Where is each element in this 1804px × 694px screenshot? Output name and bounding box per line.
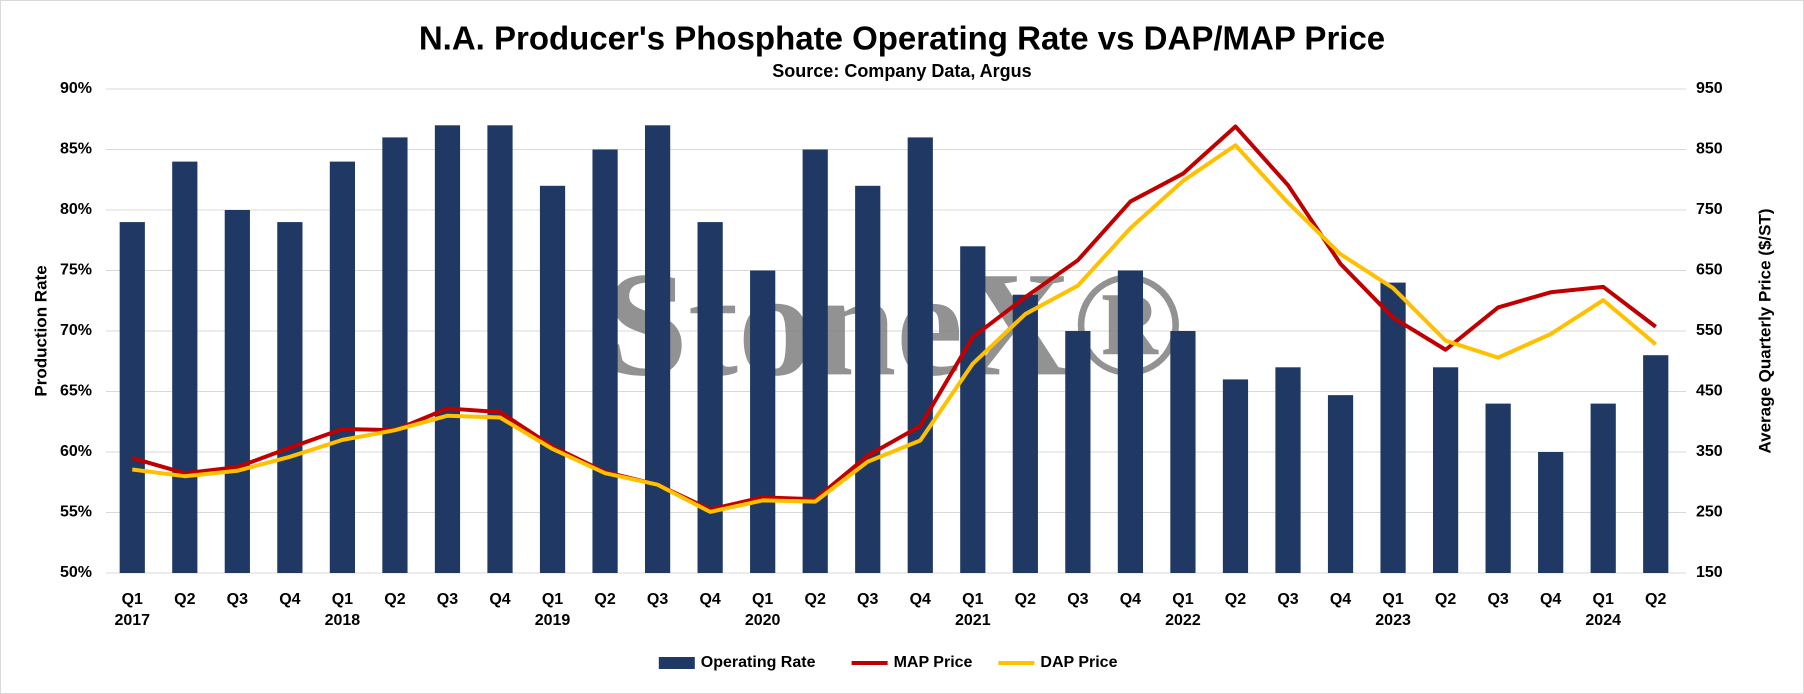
legend-label: MAP Price [894, 654, 973, 671]
bar [855, 185, 881, 574]
y-tick-label: 90% [60, 80, 92, 97]
x-tick-label: Q1 [542, 591, 563, 608]
bar [382, 137, 408, 573]
x-tick-label: Q3 [1277, 591, 1298, 608]
x-tick-label: Q1 [332, 591, 353, 608]
bar [1065, 331, 1091, 573]
x-tick-label: Q2 [384, 591, 405, 608]
bar [119, 222, 145, 573]
x-tick-label: Q1 [962, 591, 983, 608]
line-series [132, 143, 1658, 514]
bar [434, 125, 461, 574]
bar [329, 161, 356, 573]
x-tick-label: Q2 [1225, 591, 1246, 608]
bar [1380, 282, 1406, 573]
x-tick-label: Q4 [910, 591, 931, 608]
bar [1485, 403, 1511, 573]
y-tick-label: 60% [60, 443, 92, 460]
bar [960, 246, 986, 574]
bar [802, 149, 828, 573]
bar [1327, 395, 1354, 573]
y2-tick-label: 950 [1696, 80, 1723, 97]
y-tick-label: 55% [60, 504, 92, 521]
bar [907, 137, 933, 573]
bar [539, 185, 566, 574]
x-tick-label: Q3 [227, 591, 248, 608]
y2-tick-label: 150 [1696, 564, 1723, 581]
bar [224, 210, 250, 573]
x-group-label: 2017 [114, 612, 150, 629]
x-tick-label: Q3 [1067, 591, 1088, 608]
x-tick-label: Q2 [1435, 591, 1456, 608]
bar [1012, 294, 1038, 573]
legend-label: DAP Price [1040, 654, 1117, 671]
y-axis-title: Production Rate [31, 265, 50, 396]
chart-title: N.A. Producer's Phosphate Operating Rate… [419, 20, 1385, 57]
y-tick-label: 50% [60, 564, 92, 581]
y2-tick-label: 550 [1696, 322, 1723, 339]
bar [1275, 367, 1301, 573]
x-tick-label: Q3 [437, 591, 458, 608]
x-tick-label: Q1 [1382, 591, 1403, 608]
y-tick-label: 70% [60, 322, 92, 339]
x-tick-label: Q1 [122, 591, 143, 608]
bar [644, 125, 671, 574]
x-tick-label: Q3 [857, 591, 878, 608]
y-tick-label: 85% [60, 141, 92, 158]
x-tick-label: Q1 [1172, 591, 1193, 608]
x-tick-label: Q1 [1593, 591, 1614, 608]
x-tick-label: Q2 [594, 591, 615, 608]
y2-tick-label: 450 [1696, 383, 1723, 400]
bar [697, 222, 723, 573]
bar [1538, 452, 1564, 573]
x-tick-label: Q3 [647, 591, 668, 608]
y-tick-label: 65% [60, 383, 92, 400]
x-tick-label: Q2 [174, 591, 195, 608]
bar [592, 149, 618, 573]
x-tick-label: Q4 [279, 591, 300, 608]
bar [1643, 355, 1669, 573]
x-tick-label: Q2 [1645, 591, 1666, 608]
x-group-label: 2022 [1165, 612, 1201, 629]
x-tick-label: Q1 [752, 591, 773, 608]
x-tick-label: Q4 [1120, 591, 1141, 608]
y2-axis-title: Average Quarterly Price ($/ST) [1755, 208, 1774, 453]
bar [172, 161, 198, 573]
legend-label: Operating Rate [701, 654, 816, 671]
bar [750, 270, 776, 573]
x-group-label: 2024 [1585, 612, 1621, 629]
bar [1170, 331, 1196, 573]
x-tick-label: Q4 [699, 591, 720, 608]
bar [1222, 379, 1249, 573]
x-tick-label: Q4 [489, 591, 510, 608]
x-group-label: 2018 [325, 612, 361, 629]
x-group-label: 2020 [745, 612, 781, 629]
bar [277, 222, 303, 573]
x-tick-label: Q4 [1540, 591, 1561, 608]
chart-subtitle: Source: Company Data, Argus [772, 61, 1031, 81]
y2-tick-label: 350 [1696, 443, 1723, 460]
legend-swatch [658, 657, 695, 669]
x-tick-label: Q3 [1487, 591, 1508, 608]
y2-tick-label: 250 [1696, 504, 1723, 521]
y-tick-label: 80% [60, 201, 92, 218]
x-group-label: 2019 [535, 612, 571, 629]
y2-tick-label: 650 [1696, 262, 1723, 279]
y2-tick-label: 850 [1696, 141, 1723, 158]
x-group-label: 2023 [1375, 612, 1411, 629]
bar [1590, 403, 1616, 573]
x-tick-label: Q2 [1015, 591, 1036, 608]
bar [1432, 367, 1459, 573]
x-tick-label: Q4 [1330, 591, 1351, 608]
y2-tick-label: 750 [1696, 201, 1723, 218]
bar [487, 125, 513, 574]
x-tick-label: Q2 [805, 591, 826, 608]
x-group-label: 2021 [955, 612, 991, 629]
y-tick-label: 75% [60, 262, 92, 279]
bar [1117, 270, 1144, 573]
